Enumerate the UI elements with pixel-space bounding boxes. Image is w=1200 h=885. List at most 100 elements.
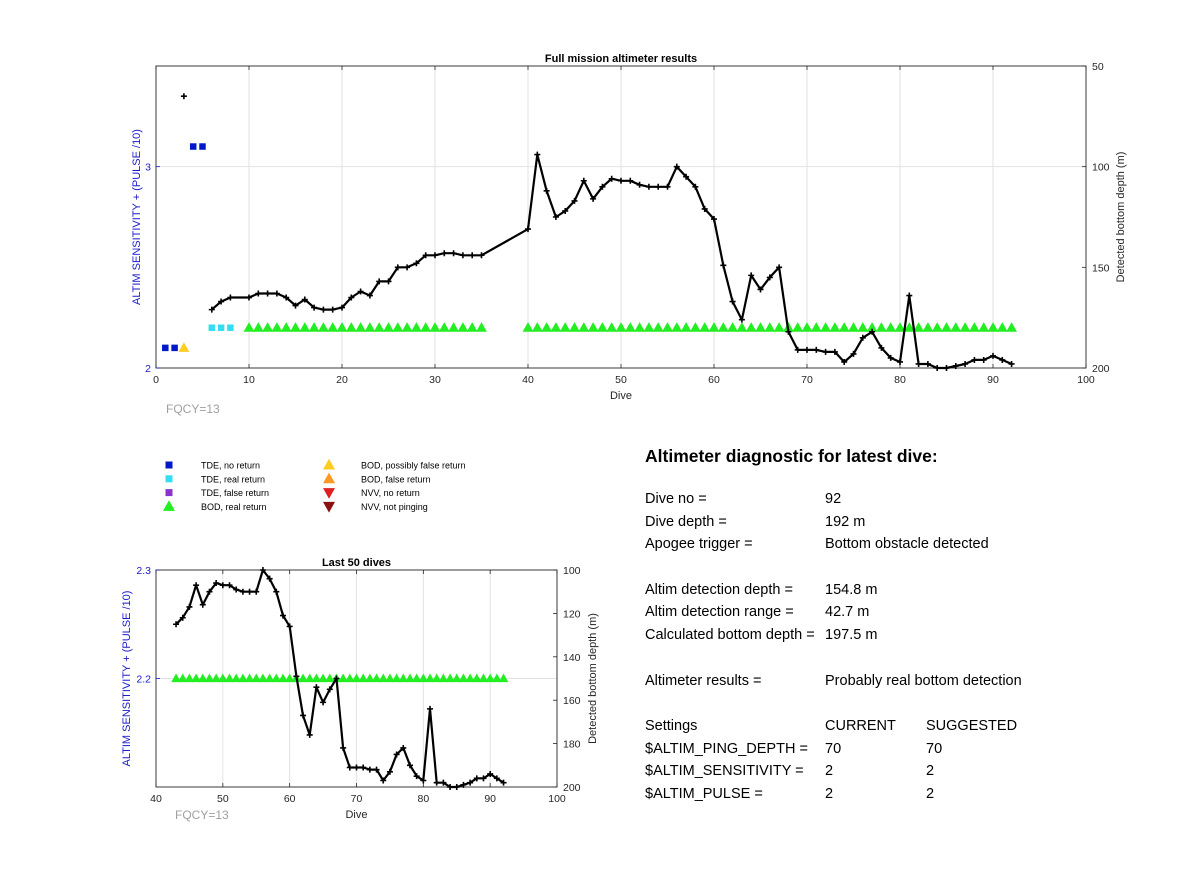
plus-marker xyxy=(822,348,829,355)
plus-marker xyxy=(373,766,380,773)
plus-marker xyxy=(766,274,773,281)
plus-marker xyxy=(878,344,885,351)
x-tick-label: 80 xyxy=(417,793,429,805)
triangle-marker xyxy=(178,342,190,352)
triangle-marker xyxy=(894,322,906,332)
triangle-marker xyxy=(299,322,311,332)
triangle-marker xyxy=(398,673,409,683)
plus-marker xyxy=(906,292,913,299)
triangle-marker xyxy=(485,673,495,683)
x-axis-label: Dive xyxy=(610,390,632,402)
plus-marker xyxy=(279,612,286,619)
y2-tick-label: 50 xyxy=(1092,61,1104,73)
triangle-marker xyxy=(541,322,552,332)
x-axis-label: Dive xyxy=(345,809,367,821)
square-marker xyxy=(171,344,178,352)
triangle-marker xyxy=(717,322,729,332)
plus-marker xyxy=(990,352,996,359)
triangle-marker xyxy=(624,322,636,332)
y2-axis-label: Detected bottom depth (m) xyxy=(1115,152,1127,283)
triangle-marker xyxy=(324,673,335,683)
plus-marker xyxy=(313,684,320,691)
triangle-marker xyxy=(383,322,394,332)
triangle-marker xyxy=(615,322,627,332)
x-tick-label: 30 xyxy=(429,374,441,386)
detect-range-row: Altim detection range = 42.7 m xyxy=(645,601,1165,624)
triangle-marker xyxy=(451,673,462,683)
triangle-marker xyxy=(465,673,475,683)
x-tick-label: 10 xyxy=(243,374,255,386)
plus-marker xyxy=(664,183,671,190)
plus-marker xyxy=(293,673,300,680)
triangle-marker xyxy=(271,322,283,332)
plus-marker xyxy=(208,306,215,313)
y2-tick-label: 200 xyxy=(1092,363,1110,375)
legend-label: NVV, not pinging xyxy=(361,502,428,512)
detect-range-label: Altim detection range = xyxy=(645,604,794,621)
current-header: CURRENT xyxy=(825,717,896,734)
plus-marker xyxy=(432,252,438,259)
setting-name: $ALTIM_PING_DEPTH = xyxy=(645,740,808,757)
plus-marker xyxy=(440,779,447,786)
triangle-marker xyxy=(420,322,432,332)
plus-marker xyxy=(924,360,931,367)
triangle-marker xyxy=(438,673,449,683)
triangle-marker xyxy=(218,673,228,683)
plus-marker xyxy=(179,614,186,621)
setting-suggested: 70 xyxy=(926,740,943,757)
y-tick-label: 2.3 xyxy=(136,565,151,577)
triangle-marker xyxy=(745,322,757,332)
depth-line xyxy=(211,153,1013,370)
plus-marker xyxy=(599,183,606,190)
plus-marker xyxy=(259,567,266,573)
legend-label: TDE, no return xyxy=(201,461,260,471)
triangle-marker xyxy=(318,673,328,683)
apogee-value: Bottom obstacle detected xyxy=(825,536,989,553)
dive-no-value: 92 xyxy=(825,491,842,507)
plus-marker xyxy=(952,362,959,369)
x-tick-label: 100 xyxy=(548,793,566,805)
triangle-marker xyxy=(773,322,785,332)
plus-marker xyxy=(850,350,857,357)
plus-marker xyxy=(655,183,662,190)
triangle-marker xyxy=(492,673,502,683)
plus-marker xyxy=(339,304,345,311)
triangle-marker xyxy=(569,322,580,332)
results-row: Altimeter results = Probably real bottom… xyxy=(645,670,1165,693)
plus-marker xyxy=(971,356,978,363)
triangle-marker xyxy=(792,322,804,332)
plus-marker xyxy=(227,294,234,301)
y2-tick-label: 140 xyxy=(563,652,581,664)
plus-marker xyxy=(738,316,745,323)
square-marker xyxy=(199,143,206,150)
plus-marker xyxy=(385,278,392,285)
legend-label: TDE, false return xyxy=(201,488,269,498)
series-bod-possibly-false-return xyxy=(178,342,190,352)
plus-marker xyxy=(590,195,597,202)
triangle-marker xyxy=(311,673,322,683)
plus-marker xyxy=(422,252,429,259)
suggested-header: SUGGESTED xyxy=(926,717,1018,734)
results-label: Altimeter results = xyxy=(645,672,762,689)
y2-axis-label: Detected bottom depth (m) xyxy=(587,613,599,744)
plus-marker xyxy=(326,686,333,693)
triangle-marker xyxy=(458,673,469,683)
plus-marker xyxy=(757,286,764,293)
plus-marker xyxy=(645,183,652,190)
plus-marker xyxy=(480,775,487,782)
triangle-marker xyxy=(231,673,241,683)
plus-marker xyxy=(273,588,280,595)
plus-marker xyxy=(469,252,476,259)
dive-no-row: Dive no = 92 xyxy=(645,488,1165,511)
plus-marker xyxy=(199,601,206,608)
plus-marker xyxy=(218,298,225,305)
legend-label: BOD, false return xyxy=(361,474,431,484)
triangle-marker xyxy=(177,673,188,683)
triangle-marker xyxy=(327,322,339,332)
plus-marker xyxy=(487,770,494,777)
plus-marker xyxy=(186,603,193,610)
triangle-marker xyxy=(448,322,459,332)
plus-marker xyxy=(320,699,327,706)
plus-marker xyxy=(467,779,474,786)
